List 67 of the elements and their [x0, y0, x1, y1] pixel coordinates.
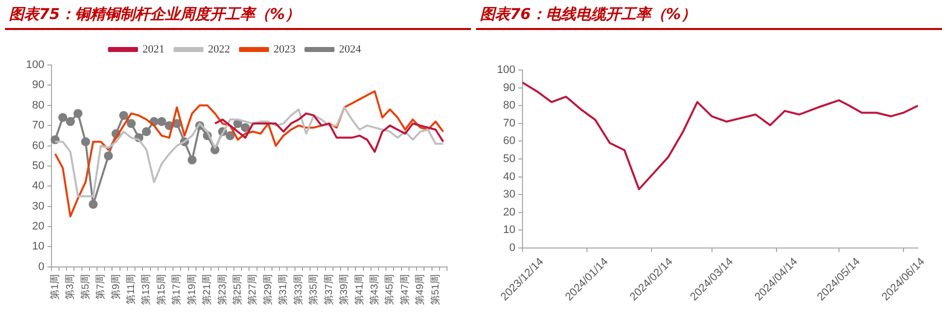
x-tick-label: 第35周 [308, 274, 320, 305]
point [119, 110, 128, 120]
y-tick-label: 10 [32, 240, 44, 253]
x-tick-label: 第3周 [64, 274, 76, 300]
y-tick-label: 50 [32, 160, 44, 172]
x-tick-label: 第41周 [353, 274, 366, 305]
x-tick-label: 第19周 [186, 274, 198, 305]
x-tick-label: 第45周 [384, 274, 396, 305]
y-tick-label: 90 [503, 82, 516, 94]
x-tick-label: 第25周 [232, 274, 244, 305]
point [226, 131, 235, 140]
y-tick-label: 30 [503, 188, 516, 201]
y-tick-label: 40 [32, 180, 44, 192]
x-tick-label: 第33周 [292, 274, 304, 305]
x-tick-label: 第21周 [201, 274, 214, 305]
point [157, 117, 166, 126]
x-tick-label: 第47周 [398, 274, 411, 305]
legend-label: 2021 [142, 43, 164, 56]
y-tick-label: 50 [503, 153, 516, 166]
x-tick-label: 第5周 [79, 274, 92, 300]
x-tick-label: 第7周 [94, 274, 107, 300]
y-tick-label: 30 [32, 200, 44, 212]
y-tick-label: 20 [503, 206, 516, 218]
x-tick-label: 第13周 [140, 274, 152, 305]
y-tick-label: 0 [38, 260, 44, 273]
y-tick-label: 40 [503, 170, 516, 183]
y-tick-label: 20 [32, 220, 44, 233]
point [88, 200, 98, 209]
x-tick-label: 第43周 [368, 274, 380, 305]
y-tick-label: 90 [32, 79, 44, 92]
x-tick-label: 第37周 [322, 274, 335, 305]
legend-label: 2024 [339, 43, 362, 56]
point [188, 155, 197, 164]
legend-label: 2023 [274, 43, 296, 56]
x-tick-label: 第1周 [48, 274, 61, 300]
point [142, 127, 151, 136]
point [104, 151, 113, 160]
point [126, 119, 136, 128]
x-tick-label: 第11周 [124, 274, 137, 304]
x-tick-label: 第27周 [246, 274, 259, 305]
point [58, 112, 68, 122]
chart-title: 图表76：电线电缆开工率（%） [476, 0, 942, 30]
y-tick-label: 80 [503, 100, 516, 112]
x-tick-label: 第29周 [262, 274, 274, 305]
x-tick-label: 第39周 [338, 274, 350, 305]
x-tick-label: 第31周 [277, 274, 290, 305]
point [66, 117, 75, 126]
legend-label: 2022 [208, 43, 230, 56]
point [81, 137, 90, 146]
y-tick-label: 60 [32, 140, 44, 152]
y-tick-label: 80 [32, 99, 44, 112]
y-tick-label: 70 [32, 120, 44, 132]
point [240, 123, 250, 132]
y-tick-label: 100 [26, 59, 44, 72]
y-tick-label: 100 [496, 64, 516, 76]
x-tick-label: 第49周 [414, 274, 426, 305]
y-tick-label: 10 [503, 224, 516, 236]
x-tick-label: 第15周 [155, 274, 168, 305]
x-tick-label: 第17周 [170, 274, 183, 305]
point [73, 108, 82, 118]
x-tick-label: 第9周 [110, 274, 122, 300]
x-tick-label: 第51周 [429, 274, 442, 305]
y-tick-label: 0 [509, 242, 516, 254]
y-tick-label: 70 [503, 117, 516, 130]
chart-title: 图表75：铜精铜制杆企业周度开工率（%） [5, 0, 471, 30]
x-tick-label: 第23周 [216, 274, 228, 305]
y-tick-label: 60 [503, 135, 516, 148]
